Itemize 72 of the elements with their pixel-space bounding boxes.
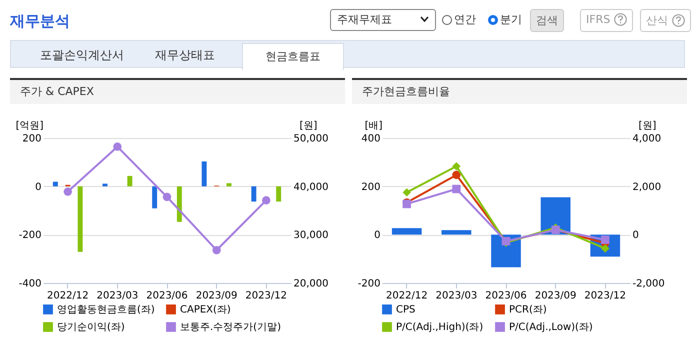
x-tick-label: 2023/09 bbox=[196, 290, 238, 302]
bar bbox=[52, 182, 58, 186]
y-tick-label: 200 bbox=[361, 182, 380, 193]
text: 분기 bbox=[500, 13, 522, 26]
bar bbox=[251, 186, 256, 202]
bar bbox=[152, 186, 158, 208]
legend-label: CAPEX(좌) bbox=[180, 304, 231, 316]
text: 주재무제표 bbox=[330, 9, 436, 31]
x-tick-label: 2023/03 bbox=[96, 290, 138, 302]
text: IFRS bbox=[580, 9, 633, 32]
bar bbox=[102, 184, 108, 186]
point bbox=[601, 236, 610, 244]
y-axis-title: [억원] bbox=[16, 120, 44, 132]
point bbox=[402, 188, 411, 197]
legend-label: 당기순이익(좌) bbox=[57, 322, 125, 333]
y2-tick-label: -2,000 bbox=[632, 278, 665, 290]
y-axis-title: [배] bbox=[364, 120, 383, 132]
y-tick-label: 0 bbox=[35, 182, 42, 193]
x-tick-label: 2023/03 bbox=[436, 290, 478, 302]
y-tick-label: 200 bbox=[22, 134, 42, 144]
text: 포괄손익계산서 bbox=[40, 47, 124, 64]
point bbox=[162, 192, 172, 202]
text: 검색 bbox=[530, 9, 564, 32]
y2-axis-title: [원] bbox=[300, 120, 318, 132]
point bbox=[452, 162, 461, 170]
text: 현금흐름표 bbox=[242, 43, 344, 70]
bar bbox=[78, 186, 83, 252]
legend-label: P/C(Adj.,High)(좌) bbox=[396, 322, 484, 333]
point bbox=[452, 184, 461, 194]
x-tick-label: 2023/06 bbox=[146, 290, 188, 302]
legend-label: CPS bbox=[396, 304, 416, 316]
bar bbox=[202, 161, 207, 186]
x-tick-label: 2023/12 bbox=[245, 290, 287, 302]
bar bbox=[276, 186, 282, 202]
x-tick-label: 2023/09 bbox=[534, 290, 576, 302]
text: 재무분석 bbox=[10, 12, 70, 31]
y-tick-label: 0 bbox=[374, 230, 380, 242]
bar bbox=[392, 228, 422, 235]
point bbox=[64, 187, 72, 196]
y2-tick-label: 0 bbox=[632, 230, 639, 242]
point bbox=[212, 246, 221, 254]
y-tick-label: -200 bbox=[358, 278, 380, 290]
y2-tick-label: 2,000 bbox=[632, 182, 662, 193]
legend-label: 보통주.수정주가(기말) bbox=[180, 322, 282, 333]
text: 산식 bbox=[640, 9, 690, 32]
legend-label: P/C(Adj.,Low)(좌) bbox=[509, 322, 593, 333]
bar bbox=[226, 183, 232, 186]
point bbox=[113, 142, 122, 151]
bar bbox=[442, 230, 472, 235]
y2-tick-label: 40,000 bbox=[294, 182, 328, 193]
chart-title: 주가 & CAPEX bbox=[10, 80, 345, 104]
y2-axis-title: [원] bbox=[638, 120, 656, 132]
y2-tick-label: 20,000 bbox=[294, 278, 328, 290]
y2-tick-label: 4,000 bbox=[632, 134, 662, 144]
y-tick-label: -200 bbox=[18, 230, 42, 242]
point bbox=[262, 196, 270, 205]
legend-label: PCR(좌) bbox=[509, 304, 547, 316]
y2-tick-label: 30,000 bbox=[294, 230, 328, 242]
bar bbox=[176, 186, 182, 222]
y2-tick-label: 50,000 bbox=[294, 134, 328, 144]
y-tick-label: -400 bbox=[18, 278, 42, 290]
x-tick-label: 2022/12 bbox=[386, 290, 428, 302]
legend-label: 영업활동현금흐름(좌) bbox=[57, 304, 155, 316]
chart-title: 주가현금흐름비율 bbox=[352, 80, 687, 104]
x-tick-label: 2022/12 bbox=[47, 290, 89, 302]
point bbox=[452, 170, 461, 180]
text: 재무상태표 bbox=[155, 47, 215, 64]
x-tick-label: 2023/06 bbox=[485, 290, 527, 302]
bar bbox=[127, 176, 132, 186]
y-tick-label: 400 bbox=[361, 134, 380, 144]
x-tick-label: 2023/12 bbox=[584, 290, 626, 302]
text: 연간 bbox=[454, 13, 476, 26]
